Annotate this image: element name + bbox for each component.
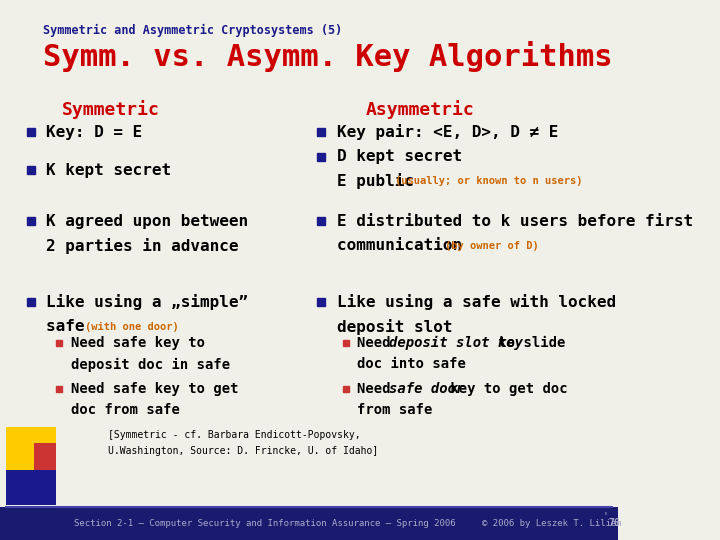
- Text: [Symmetric - cf. Barbara Endicott-Popovsky,: [Symmetric - cf. Barbara Endicott-Popovs…: [108, 430, 361, 440]
- Text: to slide: to slide: [490, 336, 565, 350]
- Text: Section 2-1 – Computer Security and Information Assurance – Spring 2006: Section 2-1 – Computer Security and Info…: [74, 519, 456, 528]
- Text: ': ': [603, 511, 608, 521]
- Text: safe: safe: [46, 319, 94, 334]
- Text: safe door: safe door: [390, 382, 464, 396]
- Text: Need safe key to: Need safe key to: [71, 336, 205, 350]
- Text: (with one door): (with one door): [85, 322, 179, 332]
- Text: Asymmetric: Asymmetric: [366, 100, 474, 119]
- Text: (by owner of D): (by owner of D): [445, 241, 539, 251]
- Text: Need safe key to get: Need safe key to get: [71, 382, 238, 396]
- Text: Symmetric: Symmetric: [62, 100, 160, 119]
- FancyBboxPatch shape: [34, 443, 55, 470]
- Text: communication: communication: [337, 238, 472, 253]
- Text: 2 parties in advance: 2 parties in advance: [46, 238, 239, 254]
- Text: from safe: from safe: [357, 403, 433, 417]
- Text: Key pair: <E, D>, D ≠ E: Key pair: <E, D>, D ≠ E: [337, 124, 558, 140]
- Text: K kept secret: K kept secret: [46, 163, 171, 178]
- Text: D kept secret: D kept secret: [337, 149, 462, 164]
- Text: Symmetric and Asymmetric Cryptosystems (5): Symmetric and Asymmetric Cryptosystems (…: [43, 24, 343, 37]
- Text: Key: D = E: Key: D = E: [46, 125, 143, 140]
- Text: key to get doc: key to get doc: [442, 382, 568, 396]
- Text: © 2006 by Leszek T. Lilien: © 2006 by Leszek T. Lilien: [482, 519, 621, 528]
- FancyBboxPatch shape: [0, 507, 618, 540]
- Text: Like using a safe with locked: Like using a safe with locked: [337, 294, 616, 310]
- Text: E distributed to k users before first: E distributed to k users before first: [337, 214, 693, 229]
- Text: (usually; or known to n users): (usually; or known to n users): [395, 176, 583, 186]
- Text: Like using a „simple”: Like using a „simple”: [46, 294, 248, 310]
- Text: E public: E public: [337, 173, 423, 189]
- Text: deposit slot key: deposit slot key: [390, 336, 523, 350]
- FancyBboxPatch shape: [6, 470, 55, 505]
- Text: U.Washington, Source: D. Frincke, U. of Idaho]: U.Washington, Source: D. Frincke, U. of …: [108, 446, 378, 456]
- Text: K agreed upon between: K agreed upon between: [46, 214, 248, 229]
- FancyBboxPatch shape: [6, 427, 55, 470]
- Text: 76: 76: [608, 518, 620, 528]
- Text: Need: Need: [357, 382, 399, 396]
- Text: doc into safe: doc into safe: [357, 357, 466, 372]
- Text: Symm. vs. Asymm. Key Algorithms: Symm. vs. Asymm. Key Algorithms: [43, 40, 613, 71]
- Text: deposit doc in safe: deposit doc in safe: [71, 357, 230, 372]
- Text: deposit slot: deposit slot: [337, 319, 452, 335]
- Text: Need: Need: [357, 336, 399, 350]
- Text: doc from safe: doc from safe: [71, 403, 180, 417]
